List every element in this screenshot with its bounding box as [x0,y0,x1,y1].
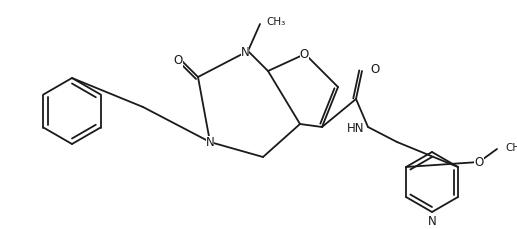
Text: CH₃: CH₃ [266,17,285,27]
Text: N: N [428,214,436,227]
Text: O: O [475,156,483,169]
Text: CH₃: CH₃ [505,142,517,152]
Text: HN: HN [346,122,364,135]
Text: O: O [300,47,309,60]
Text: O: O [173,54,183,67]
Text: N: N [206,136,215,149]
Text: O: O [370,63,379,76]
Text: N: N [240,46,249,59]
